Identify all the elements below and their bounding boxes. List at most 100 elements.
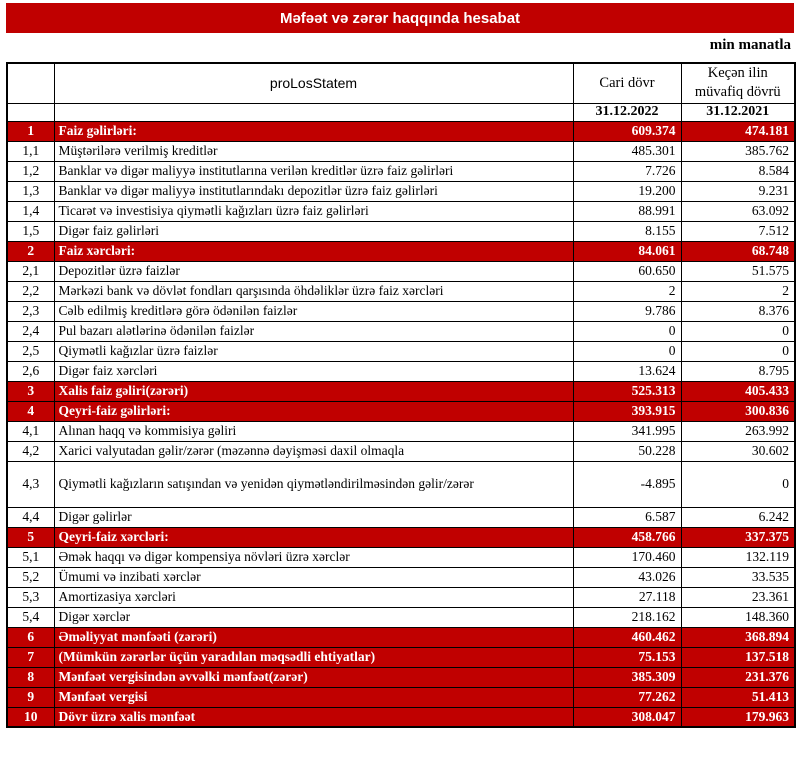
- row-number-cell: 1,1: [6, 140, 55, 162]
- unit-label: min manatla: [709, 37, 791, 53]
- row-previous-value-cell: 0: [680, 320, 796, 342]
- row-number-cell: 6: [6, 626, 55, 648]
- table-row-5: 5 Qeyri-faiz xərcləri: 458.766 337.375: [6, 526, 796, 548]
- table-row-2-3: 2,3 Cəlb edilmiş kreditlərə görə ödənilən…: [6, 300, 796, 322]
- row-current-value-cell: 0: [572, 320, 682, 342]
- table-row-1-3: 1,3 Banklar və digər maliyyə institutları…: [6, 180, 796, 202]
- row-current-value-cell: 385.309: [572, 666, 682, 688]
- report-title-bar: Məfəət və zərər haqqında hesabat: [6, 3, 794, 33]
- row-previous-value-cell: 137.518: [680, 646, 796, 668]
- row-previous-value-cell: 63.092: [680, 200, 796, 222]
- row-number-cell: 2,3: [6, 300, 55, 322]
- row-number-cell: 1,5: [6, 220, 55, 242]
- row-label-cell: Digər xərclər: [53, 606, 574, 628]
- table-row-2-5: 2,5 Qiymətli kağızlar üzrə faizlər 0 0: [6, 340, 796, 362]
- table-row-8: 8 Mənfəət vergisindən əvvəlki mənfəət(zər…: [6, 666, 796, 688]
- row-label-cell: Mərkəzi bank və dövlət fondları qarşısın…: [53, 280, 574, 302]
- row-label-cell: Müştərilərə verilmiş kreditlər: [53, 140, 574, 162]
- dates-row: 31.12.2022 31.12.2021: [6, 102, 796, 122]
- row-current-value-cell: 77.262: [572, 686, 682, 708]
- row-current-value-cell: -4.895: [572, 460, 682, 508]
- date-current: 31.12.2022: [572, 102, 682, 122]
- row-previous-value-cell: 300.836: [680, 400, 796, 422]
- table-row-4-1: 4,1 Alınan haqq və kommisiya gəliri 341.99…: [6, 420, 796, 442]
- row-current-value-cell: 460.462: [572, 626, 682, 648]
- row-number-cell: 8: [6, 666, 55, 688]
- table-row-5-1: 5,1 Əmək haqqı və digər kompensiya növlər…: [6, 546, 796, 568]
- row-current-value-cell: 609.374: [572, 120, 682, 142]
- table-row-4-3: 4,3 Qiymətli kağızların satışından və yen…: [6, 460, 796, 508]
- table-row-10: 10 Dövr üzrə xalis mənfəət 308.047 179.963: [6, 706, 796, 728]
- row-current-value-cell: 43.026: [572, 566, 682, 588]
- row-current-value-cell: 525.313: [572, 380, 682, 402]
- header-number-cell: [6, 62, 55, 104]
- row-previous-value-cell: 33.535: [680, 566, 796, 588]
- table-row-1: 1 Faiz gəlirləri: 609.374 474.181: [6, 120, 796, 142]
- row-number-cell: 7: [6, 646, 55, 668]
- table-row-1-4: 1,4 Ticarət və investisiya qiymətli kağız…: [6, 200, 796, 222]
- row-previous-value-cell: 9.231: [680, 180, 796, 202]
- row-previous-value-cell: 23.361: [680, 586, 796, 608]
- row-previous-value-cell: 405.433: [680, 380, 796, 402]
- row-label-cell: Banklar və digər maliyyə institutlarına …: [53, 160, 574, 182]
- row-previous-value-cell: 0: [680, 340, 796, 362]
- row-current-value-cell: 218.162: [572, 606, 682, 628]
- row-current-value-cell: 84.061: [572, 240, 682, 262]
- row-label-cell: Alınan haqq və kommisiya gəliri: [53, 420, 574, 442]
- table-row-2: 2 Faiz xərcləri: 84.061 68.748: [6, 240, 796, 262]
- row-label-cell: Faiz xərcləri:: [53, 240, 574, 262]
- row-current-value-cell: 13.624: [572, 360, 682, 382]
- row-current-value-cell: 2: [572, 280, 682, 302]
- row-label-cell: Qiymətli kağızların satışından və yenidə…: [53, 460, 574, 508]
- table-row-2-2: 2,2 Mərkəzi bank və dövlət fondları qarşı…: [6, 280, 796, 302]
- row-previous-value-cell: 51.575: [680, 260, 796, 282]
- row-previous-value-cell: 8.584: [680, 160, 796, 182]
- table-row-9: 9 Mənfəət vergisi 77.262 51.413: [6, 686, 796, 708]
- row-label-cell: Mənfəət vergisi: [53, 686, 574, 708]
- row-label-cell: Pul bazarı alətlərinə ödənilən faizlər: [53, 320, 574, 342]
- row-current-value-cell: 308.047: [572, 706, 682, 728]
- row-number-cell: 4,3: [6, 460, 55, 508]
- row-current-value-cell: 341.995: [572, 420, 682, 442]
- table-row-4: 4 Qeyri-faiz gəlirləri: 393.915 300.836: [6, 400, 796, 422]
- table-row-1-2: 1,2 Banklar və digər maliyyə institutları…: [6, 160, 796, 182]
- row-current-value-cell: 50.228: [572, 440, 682, 462]
- row-previous-value-cell: 6.242: [680, 506, 796, 528]
- row-previous-value-cell: 385.762: [680, 140, 796, 162]
- row-current-value-cell: 170.460: [572, 546, 682, 568]
- row-number-cell: 5,2: [6, 566, 55, 588]
- row-current-value-cell: 8.155: [572, 220, 682, 242]
- row-previous-value-cell: 30.602: [680, 440, 796, 462]
- row-label-cell: Qeyri-faiz xərcləri:: [53, 526, 574, 548]
- row-current-value-cell: 485.301: [572, 140, 682, 162]
- row-previous-value-cell: 337.375: [680, 526, 796, 548]
- header-row: proLosStatem Cari dövr Keçən ilin müvafi…: [6, 62, 796, 104]
- row-label-cell: Xalis faiz gəliri(zərəri): [53, 380, 574, 402]
- table-row-4-2: 4,2 Xarici valyutadan gəlir/zərər (məzənn…: [6, 440, 796, 462]
- row-label-cell: Qiymətli kağızlar üzrə faizlər: [53, 340, 574, 362]
- row-label-cell: Qeyri-faiz gəlirləri:: [53, 400, 574, 422]
- row-label-cell: Digər faiz xərcləri: [53, 360, 574, 382]
- row-label-cell: Faiz gəlirləri:: [53, 120, 574, 142]
- row-label-cell: Mənfəət vergisindən əvvəlki mənfəət(zərə…: [53, 666, 574, 688]
- header-statement-name: proLosStatem: [53, 62, 574, 104]
- row-number-cell: 2,2: [6, 280, 55, 302]
- header-current-period: Cari dövr: [572, 62, 682, 104]
- row-number-cell: 4,1: [6, 420, 55, 442]
- table-row-2-1: 2,1 Depozitlər üzrə faizlər 60.650 51.575: [6, 260, 796, 282]
- table-row-2-4: 2,4 Pul bazarı alətlərinə ödənilən faizlə…: [6, 320, 796, 342]
- row-number-cell: 4,4: [6, 506, 55, 528]
- row-number-cell: 5,1: [6, 546, 55, 568]
- row-number-cell: 1,3: [6, 180, 55, 202]
- table-row-1-5: 1,5 Digər faiz gəlirləri 8.155 7.512: [6, 220, 796, 242]
- table-body: 1 Faiz gəlirləri: 609.374 474.181 1,1 Müştəri…: [6, 120, 796, 728]
- row-number-cell: 1,4: [6, 200, 55, 222]
- row-current-value-cell: 7.726: [572, 160, 682, 182]
- row-current-value-cell: 60.650: [572, 260, 682, 282]
- row-number-cell: 4: [6, 400, 55, 422]
- row-previous-value-cell: 8.795: [680, 360, 796, 382]
- row-current-value-cell: 0: [572, 340, 682, 362]
- row-label-cell: Əməliyyat mənfəəti (zərəri): [53, 626, 574, 648]
- row-previous-value-cell: 368.894: [680, 626, 796, 648]
